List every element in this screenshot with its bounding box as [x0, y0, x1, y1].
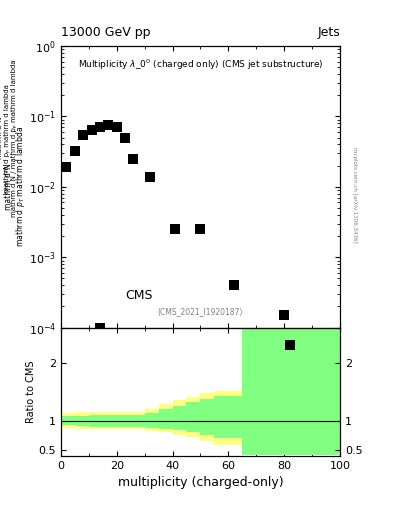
Y-axis label: mathrm d²N
mathrm d $p_T$ mathrm d lambda: mathrm d²N mathrm d $p_T$ mathrm d lambd…: [4, 126, 28, 247]
Point: [130, 155, 137, 163]
Y-axis label: Ratio to CMS: Ratio to CMS: [26, 360, 36, 423]
Point: [197, 225, 204, 233]
Point: [114, 123, 120, 132]
Point: [80, 131, 86, 139]
Point: [105, 121, 112, 130]
Text: Multiplicity $\lambda\_0^0$ (charged only) (CMS jet substructure): Multiplicity $\lambda\_0^0$ (charged onl…: [77, 57, 323, 72]
Point: [286, 341, 293, 349]
Text: mathrm d²N
mathrm d pₚ mathrm d lambda: mathrm d²N mathrm d pₚ mathrm d lambda: [0, 84, 11, 193]
Point: [147, 173, 153, 181]
Text: mcplots.cern.ch [arXiv:1306.3436]: mcplots.cern.ch [arXiv:1306.3436]: [352, 147, 357, 242]
Text: 13000 GeV pp: 13000 GeV pp: [61, 26, 151, 39]
Point: [172, 225, 178, 233]
Point: [97, 122, 103, 131]
Point: [63, 163, 70, 172]
Point: [281, 311, 287, 319]
Text: (CMS_2021_I1920187): (CMS_2021_I1920187): [158, 307, 243, 316]
Text: mathrm d N / mathrm d pₚ mathrm d lambda: mathrm d N / mathrm d pₚ mathrm d lambda: [11, 59, 17, 217]
Point: [122, 134, 128, 142]
Point: [88, 125, 95, 134]
Text: Jets: Jets: [317, 26, 340, 39]
Point: [231, 281, 237, 289]
Point: [72, 147, 78, 156]
Text: CMS: CMS: [125, 289, 152, 302]
Point: [97, 324, 103, 332]
X-axis label: multiplicity (charged-only): multiplicity (charged-only): [118, 476, 283, 489]
